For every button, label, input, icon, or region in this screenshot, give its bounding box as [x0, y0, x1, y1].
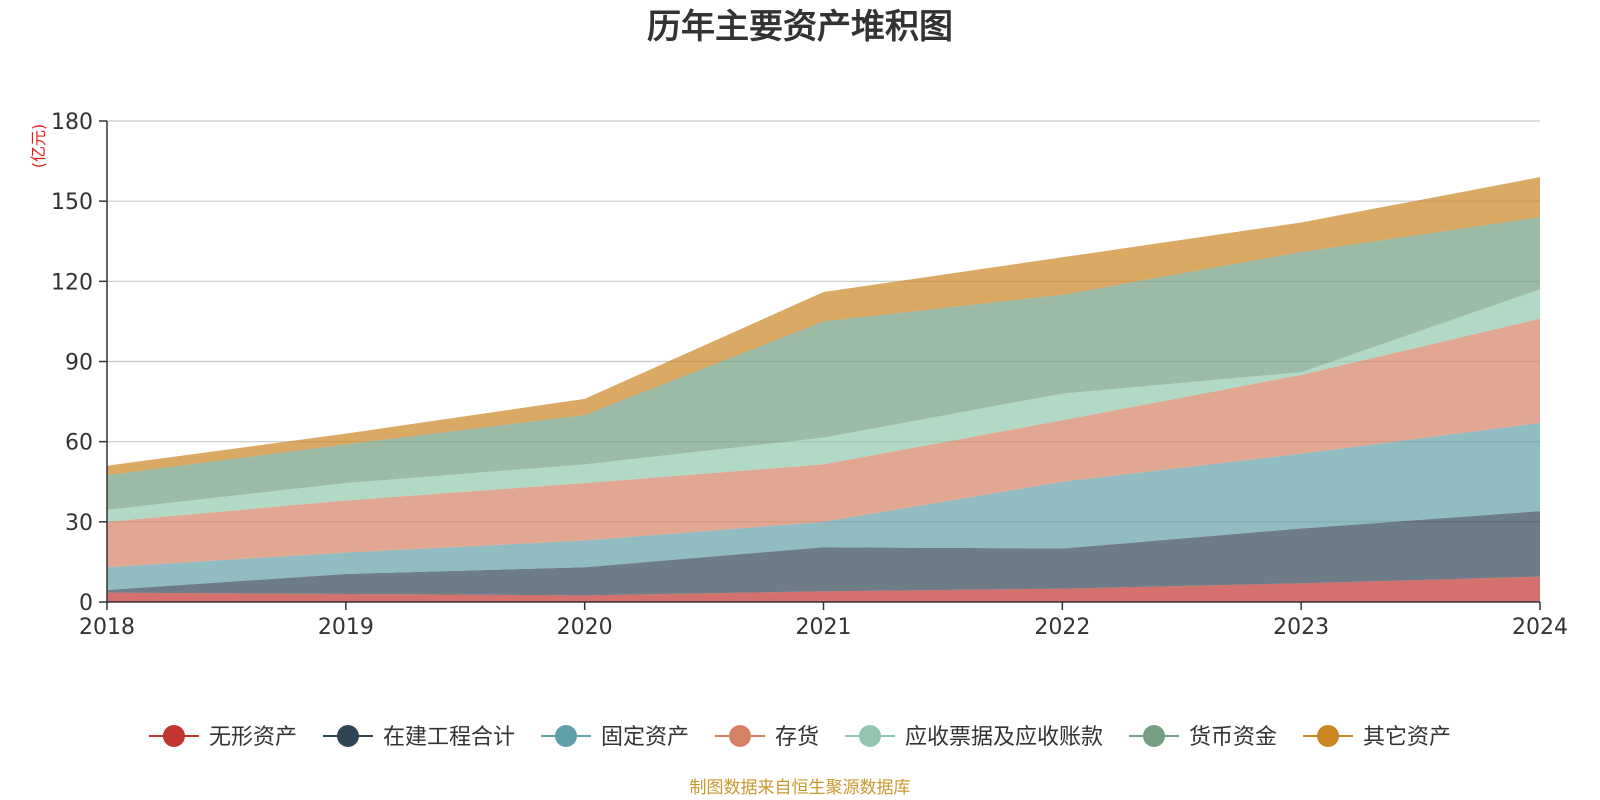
legend-item-3[interactable]: 存货 [714, 725, 819, 750]
legend-circle-marker [1143, 725, 1166, 747]
area-series-4 [107, 289, 1540, 522]
legend-circle-marker [859, 725, 882, 747]
x-tick-label: 2022 [1034, 615, 1090, 640]
x-tick-label: 2018 [79, 615, 135, 640]
legend-circle-marker [554, 725, 577, 747]
data-source-note: 制图数据来自恒生聚源数据库 [690, 778, 911, 798]
legend-circle-marker [336, 725, 359, 747]
legend-item-1[interactable]: 在建工程合计 [322, 725, 515, 750]
y-tick-label: 180 [51, 110, 93, 135]
y-tick-label: 0 [79, 591, 93, 616]
x-tick-label: 2024 [1512, 615, 1568, 640]
x-tick-label: 2021 [796, 615, 852, 640]
legend-circle-marker [1317, 725, 1340, 747]
y-tick-label: 90 [65, 351, 93, 376]
legend-item-2[interactable]: 固定资产 [540, 725, 689, 750]
area-series-1 [107, 511, 1540, 596]
y-tick-label: 30 [65, 511, 93, 536]
legend-label-3: 存货 [775, 725, 819, 750]
area-series-5 [107, 217, 1540, 510]
area-series-0 [107, 576, 1540, 602]
legend-label-4: 应收票据及应收账款 [905, 725, 1103, 750]
area-series-2 [107, 422, 1540, 590]
y-tick-label: 120 [51, 270, 93, 295]
legend-label-1: 在建工程合计 [383, 725, 515, 750]
area-series-6 [107, 177, 1540, 476]
area-series-3 [107, 318, 1540, 568]
y-tick-label: 60 [65, 431, 93, 456]
legend-item-4[interactable]: 应收票据及应收账款 [845, 725, 1103, 750]
legend-label-0: 无形资产 [209, 725, 297, 750]
y-tick-label: 150 [51, 190, 93, 215]
x-tick-label: 2023 [1273, 615, 1329, 640]
legend-item-6[interactable]: 其它资产 [1303, 725, 1451, 750]
legend-circle-marker [728, 725, 751, 747]
y-axis-unit: (亿元) [29, 124, 48, 169]
legend-label-5: 货币资金 [1189, 725, 1277, 750]
legend-label-2: 固定资产 [601, 725, 689, 750]
area-series [107, 177, 1540, 602]
chart-title: 历年主要资产堆积图 [647, 7, 953, 47]
legend[interactable]: 无形资产 在建工程合计 固定资产 存货 应收票据及应收账款 货币资金 其它资产 [148, 725, 1451, 750]
x-tick-label: 2020 [557, 615, 613, 640]
legend-item-5[interactable]: 货币资金 [1129, 725, 1277, 750]
legend-circle-marker [162, 725, 185, 747]
legend-item-0[interactable]: 无形资产 [148, 725, 297, 750]
x-tick-label: 2019 [318, 615, 374, 640]
axes: 0 30 60 90 120 150 180 2018 2019 2020 2021 2022 2023… [51, 110, 1568, 640]
legend-label-6: 其它资产 [1363, 725, 1451, 750]
